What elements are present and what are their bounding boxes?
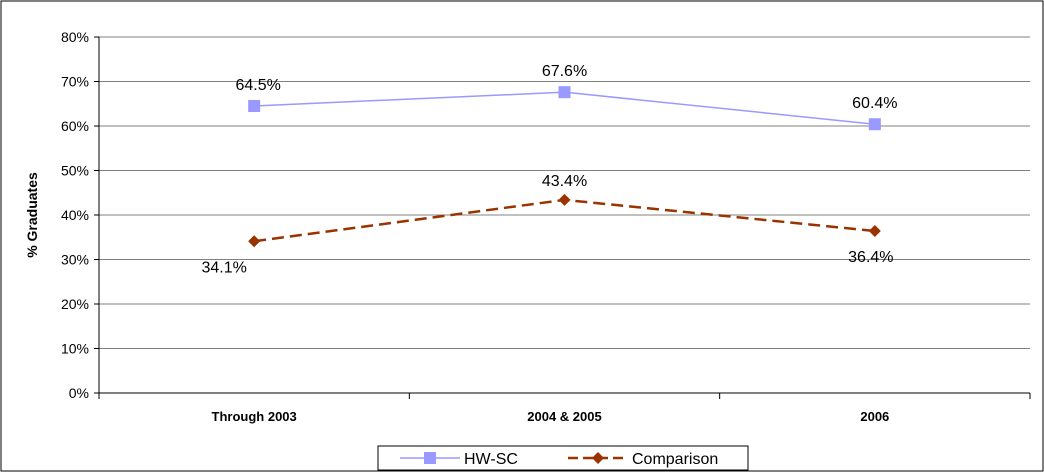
legend-marker bbox=[592, 452, 604, 464]
data-point bbox=[248, 99, 261, 112]
x-tick-label: Through 2003 bbox=[212, 409, 297, 424]
y-axis-label: % Graduates bbox=[24, 172, 40, 258]
y-tick-label: 10% bbox=[61, 341, 89, 357]
data-point bbox=[868, 225, 881, 238]
y-tick-label: 40% bbox=[61, 207, 89, 223]
x-tick-label: 2004 & 2005 bbox=[527, 409, 601, 424]
y-tick-label: 20% bbox=[61, 296, 89, 312]
legend-label: Comparison bbox=[632, 451, 718, 468]
data-point bbox=[558, 86, 571, 99]
y-tick-label: 70% bbox=[61, 74, 89, 90]
legend-marker bbox=[424, 452, 436, 464]
data-point bbox=[248, 235, 261, 248]
data-point bbox=[868, 118, 881, 131]
y-tick-label: 60% bbox=[61, 118, 89, 134]
y-tick-label: 50% bbox=[61, 163, 89, 179]
data-label: 60.4% bbox=[852, 95, 897, 112]
y-tick-label: 0% bbox=[69, 385, 89, 401]
y-tick-label: 30% bbox=[61, 252, 89, 268]
x-tick-label: 2006 bbox=[860, 409, 889, 424]
data-label: 36.4% bbox=[848, 249, 893, 266]
data-point bbox=[558, 193, 571, 206]
data-label: 67.6% bbox=[542, 63, 587, 80]
legend-label: HW-SC bbox=[464, 451, 518, 468]
y-tick-label: 80% bbox=[61, 29, 89, 45]
data-label: 43.4% bbox=[542, 173, 587, 190]
data-label: 34.1% bbox=[201, 259, 246, 276]
data-label: 64.5% bbox=[235, 77, 280, 94]
